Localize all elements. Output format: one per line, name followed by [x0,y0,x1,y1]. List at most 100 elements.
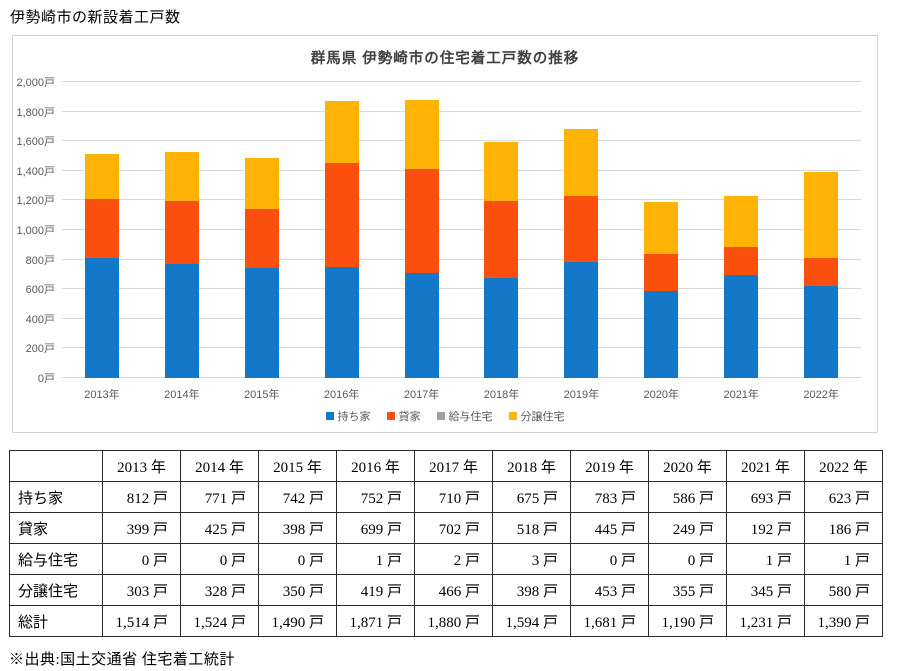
stacked-bar [164,152,199,378]
bar-segment-持ち家 [324,266,359,378]
stacked-bar [644,201,679,378]
x-tick-label: 2021年 [723,389,759,401]
bar-slot-2015年 [222,82,302,378]
legend-swatch [386,412,395,420]
table-row-総計: 総計 1,514 戸 1,524 戸 1,490 戸 1,871 戸 1,880 戸 1,5… [9,605,883,637]
value-cell: 702 戸 [414,512,493,544]
value-cell: 453 戸 [570,574,649,606]
value-cell: 399 戸 [102,512,181,544]
value-cell: 466 戸 [414,574,493,606]
value-cell: 771 戸 [180,481,259,513]
value-cell: 3 戸 [492,543,571,575]
x-tick-label: 2019年 [563,389,600,401]
bar-segment-分譲住宅 [164,152,199,202]
bar-segment-分譲住宅 [484,142,519,202]
bar-segment-持ち家 [804,285,839,378]
x-tick-label: 2013年 [84,389,120,401]
stacked-bar [404,99,439,378]
table-row-持ち家: 持ち家 812 戸 771 戸 742 戸 752 戸 710 戸 675 戸 783 戸 58… [9,481,883,513]
row-label: 貸家 [9,512,103,544]
value-cell: 623 戸 [804,481,883,513]
value-cell: 675 戸 [492,481,571,513]
value-cell: 752 戸 [336,481,415,513]
gridline [62,229,861,230]
y-tick-label: 2,000戸 [16,77,55,89]
plot-area: 0戸 200戸 400戸 600戸 800戸 1,000戸 1,200戸 1,400戸 1,60… [16,77,861,385]
bar-slot-2013年 [62,82,142,378]
gridline [62,199,861,201]
bar-segment-分譲住宅 [404,99,439,169]
table-year-header: 2015 年 [258,450,337,482]
y-tick-label: 800戸 [25,254,55,267]
value-cell: 1,681 戸 [570,605,649,637]
value-cell: 1,390 戸 [804,605,883,637]
stacked-bar [564,129,599,378]
bar-segment-貸家 [164,201,199,264]
value-cell: 445 戸 [570,512,649,544]
bar-segment-貸家 [84,198,119,258]
value-cell: 699 戸 [336,512,415,544]
table-year-header: 2020 年 [648,450,727,482]
legend-label: 給与住宅 [448,411,493,423]
bar-slot-2022年 [781,82,861,378]
table-year-header: 2017 年 [414,450,493,482]
table-year-header: 2019 年 [570,450,649,482]
bar-series [62,82,861,378]
row-label: 給与住宅 [9,543,103,575]
value-cell: 783 戸 [570,481,649,513]
bar-segment-貸家 [644,254,679,292]
table-year-header: 2022 年 [804,450,883,482]
value-cell: 1,871 戸 [336,605,415,637]
source-note: ※出典:国土交通省 住宅着工統計 [9,652,235,668]
value-cell: 0 戸 [648,543,727,575]
table-year-header: 2014 年 [180,450,259,482]
x-tick-label: 2017年 [403,389,440,401]
bar-segment-貸家 [404,169,439,273]
legend-label: 貸家 [398,411,421,423]
bar-segment-貸家 [724,247,759,276]
gridline [62,110,861,112]
bar-segment-分譲住宅 [84,153,119,199]
value-cell: 355 戸 [648,574,727,606]
y-tick-label: 600戸 [25,284,55,297]
value-cell: 345 戸 [726,574,805,606]
value-cell: 518 戸 [492,512,571,544]
bar-segment-持ち家 [484,278,519,378]
value-cell: 1,490 戸 [258,605,337,637]
table-corner-cell [9,450,103,482]
x-tick-label: 2020年 [643,389,680,401]
table-row-貸家: 貸家 399 戸 425 戸 398 戸 699 戸 702 戸 518 戸 445 戸 249… [9,512,883,544]
bar-slot-2021年 [701,82,781,378]
gridline [62,377,861,378]
gridline [62,169,861,171]
y-tick-label: 1,600戸 [16,136,55,149]
legend-swatch [508,412,517,420]
stacked-bar [84,153,119,378]
table-body: 持ち家 812 戸 771 戸 742 戸 752 戸 710 戸 675 戸 783 戸 58… [9,481,883,637]
value-cell: 710 戸 [414,481,493,513]
legend-swatch [436,412,445,420]
value-cell: 1 戸 [804,543,883,575]
value-cell: 1,190 戸 [648,605,727,637]
x-tick-label: 2018年 [483,389,520,401]
bar-slot-2019年 [541,82,621,378]
y-tick-label: 1,000戸 [16,225,55,237]
table-year-header: 2018 年 [492,450,571,482]
value-cell: 1,524 戸 [180,605,259,637]
y-tick-label: 1,200戸 [16,195,55,208]
bar-segment-持ち家 [164,263,199,378]
bar-slot-2017年 [382,82,462,378]
value-cell: 586 戸 [648,481,727,513]
value-cell: 398 戸 [258,512,337,544]
value-cell: 693 戸 [726,481,805,513]
stacked-bar [804,172,839,378]
bar-segment-持ち家 [244,268,279,378]
row-label: 分譲住宅 [9,574,103,606]
bar-slot-2016年 [302,82,382,378]
value-cell: 192 戸 [726,512,805,544]
value-cell: 249 戸 [648,512,727,544]
value-cell: 0 戸 [180,543,259,575]
